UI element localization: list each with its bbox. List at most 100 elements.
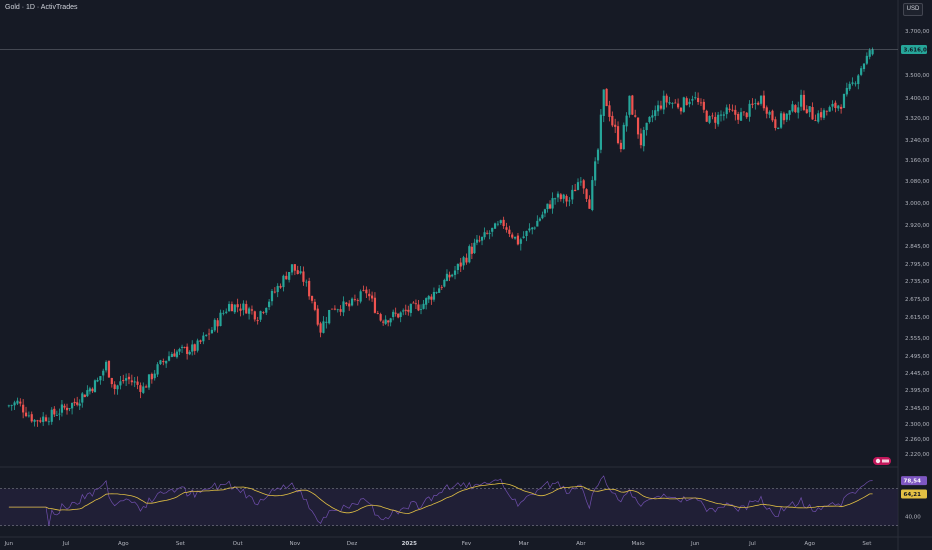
candle-body xyxy=(636,117,640,135)
candle-body xyxy=(499,220,502,224)
candle-body xyxy=(799,94,803,107)
price-tick-label: 2.445,00 xyxy=(905,371,930,377)
candle-body xyxy=(742,111,745,113)
time-tick-label: Dez xyxy=(347,541,358,547)
candle-body xyxy=(634,115,637,117)
candle xyxy=(110,377,113,388)
candle xyxy=(78,399,81,410)
candle-body xyxy=(353,299,357,300)
price-tick-label: 3.700,00 xyxy=(905,29,930,35)
candle-body xyxy=(173,353,176,357)
candle xyxy=(27,411,30,418)
time-tick-label: Jul xyxy=(62,541,70,547)
time-axis[interactable]: Jun Jul Ago Set Out Nov Dez 2025 Fev Mar Abr Maio Ju… xyxy=(4,541,873,547)
candle xyxy=(86,385,89,398)
candle xyxy=(213,318,216,332)
candle xyxy=(196,338,199,353)
rsi-value-tag: 78,54 xyxy=(901,476,927,486)
candle xyxy=(150,372,153,384)
candle xyxy=(822,108,826,120)
candle-body xyxy=(290,264,294,273)
candle-body xyxy=(162,361,165,363)
candle xyxy=(541,211,544,220)
candle-body xyxy=(205,334,208,336)
candle xyxy=(834,100,837,113)
candle xyxy=(582,178,585,194)
rsi-value-tag-label: 78,54 xyxy=(904,479,922,485)
candle xyxy=(538,217,541,222)
candle-body xyxy=(262,312,265,313)
candle xyxy=(188,350,191,356)
candle-body xyxy=(270,290,274,302)
candle-body xyxy=(777,127,780,129)
candle xyxy=(273,287,276,294)
candle xyxy=(682,96,685,113)
candle-body xyxy=(697,97,700,103)
price-tick-label: 2.495,00 xyxy=(905,354,930,360)
candle xyxy=(322,316,325,334)
candle xyxy=(546,203,549,213)
candle-body xyxy=(330,308,334,310)
price-tick-label: 3.160,00 xyxy=(905,158,930,164)
candle-body xyxy=(538,218,541,221)
candle-body xyxy=(342,301,345,313)
candle-body xyxy=(528,228,531,231)
candle-body xyxy=(628,95,631,115)
candle xyxy=(491,227,494,237)
candle xyxy=(319,321,322,338)
candle-body xyxy=(840,106,843,109)
candle xyxy=(99,376,102,385)
candle xyxy=(860,65,863,77)
candle-body xyxy=(771,110,774,121)
candle xyxy=(389,317,392,327)
candle-body xyxy=(394,312,397,314)
candle-body xyxy=(602,89,605,116)
candle-body xyxy=(302,271,305,282)
candle-body xyxy=(110,377,113,385)
candle xyxy=(811,102,814,120)
candle xyxy=(754,98,757,110)
candle xyxy=(248,306,251,320)
candle-body xyxy=(591,180,594,211)
candle xyxy=(156,362,159,377)
candle xyxy=(328,309,331,325)
candle-body xyxy=(13,402,16,406)
candle-body xyxy=(91,388,94,392)
candle xyxy=(36,419,39,427)
candle-body xyxy=(842,93,846,109)
candle-body xyxy=(248,308,251,314)
candle xyxy=(402,308,405,316)
price-axis[interactable]: 3.700,00 3.500,00 3.400,00 3.320,00 3.240,00… xyxy=(905,29,930,458)
candle-body xyxy=(745,112,748,118)
candle xyxy=(178,347,181,356)
candle-body xyxy=(486,232,489,234)
candle-body xyxy=(305,281,308,283)
candle-body xyxy=(522,236,525,239)
candle-body xyxy=(39,420,42,422)
candle xyxy=(359,289,362,304)
candle-body xyxy=(648,116,651,123)
candle-body xyxy=(336,309,339,311)
candle-body xyxy=(119,381,122,386)
candle xyxy=(805,105,808,114)
candle xyxy=(717,111,720,127)
candle-body xyxy=(139,385,142,392)
candle-body xyxy=(711,115,714,117)
currency-button[interactable]: USD xyxy=(903,3,923,16)
candle-body xyxy=(831,103,834,107)
candle xyxy=(130,374,133,386)
candle xyxy=(480,236,484,246)
candle xyxy=(10,404,13,411)
candle xyxy=(438,284,441,293)
candle-body xyxy=(508,229,511,234)
candle-body xyxy=(233,304,236,313)
candle xyxy=(674,99,677,104)
candle xyxy=(219,309,222,327)
time-tick-label: Set xyxy=(862,541,872,547)
candle-body xyxy=(802,94,806,110)
candle xyxy=(513,236,517,240)
candle-body xyxy=(659,105,663,109)
price-tick-label: 2.300,00 xyxy=(905,422,930,428)
